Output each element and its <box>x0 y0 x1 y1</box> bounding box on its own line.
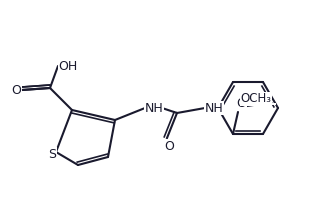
Text: O: O <box>236 97 246 110</box>
Text: NH: NH <box>145 102 163 114</box>
Text: O: O <box>11 84 21 96</box>
Text: OH: OH <box>58 60 78 72</box>
Text: NH: NH <box>204 102 223 114</box>
Text: O: O <box>164 140 174 152</box>
Text: OCH₃: OCH₃ <box>240 92 272 106</box>
Text: S: S <box>48 148 56 161</box>
Text: OCH₃: OCH₃ <box>272 104 276 105</box>
